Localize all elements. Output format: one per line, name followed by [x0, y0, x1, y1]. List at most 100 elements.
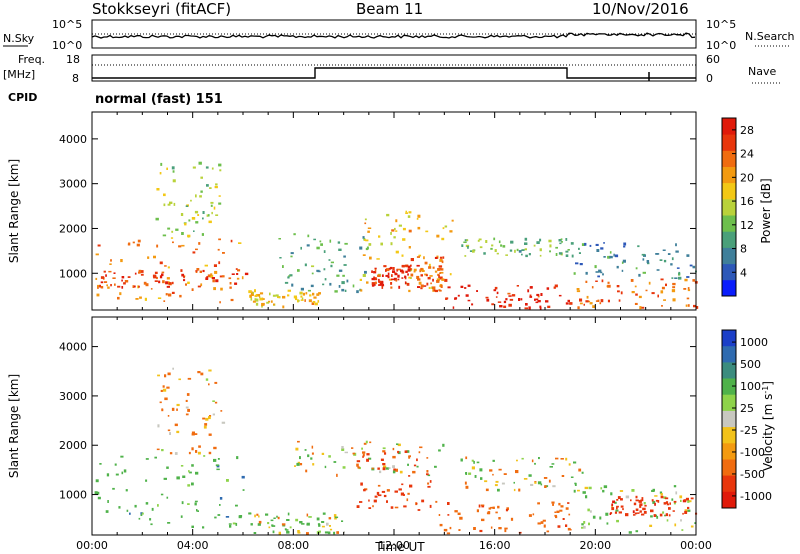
data-cell — [191, 525, 194, 528]
data-cell — [97, 496, 101, 500]
data-cell — [477, 239, 480, 242]
data-cell — [632, 510, 635, 514]
data-cell — [200, 283, 203, 287]
data-cell — [680, 499, 682, 502]
data-cell — [190, 199, 192, 202]
y-tick-label: 3000 — [59, 390, 87, 403]
data-cell — [543, 524, 546, 528]
data-cell — [583, 303, 585, 306]
data-cell — [334, 516, 337, 520]
data-cell — [505, 298, 508, 301]
data-cell — [539, 306, 542, 310]
data-cell — [124, 280, 129, 283]
data-cell — [638, 295, 642, 299]
data-cell — [267, 522, 270, 525]
data-cell — [539, 248, 542, 252]
data-cell — [527, 289, 530, 293]
freq-tick-high: 18 — [66, 53, 80, 66]
data-cell — [187, 281, 190, 284]
colorbar-swatch — [722, 394, 736, 412]
data-cell — [668, 514, 671, 517]
colorbar-frame — [721, 117, 737, 297]
data-cell — [408, 289, 411, 293]
data-cell — [228, 277, 232, 280]
data-cell — [561, 241, 563, 243]
data-cell — [635, 499, 639, 502]
data-cell — [607, 299, 610, 303]
data-cell — [406, 450, 410, 453]
data-cell — [218, 202, 222, 205]
data-cell — [164, 374, 167, 378]
data-cell — [675, 243, 677, 247]
data-cell — [671, 289, 676, 293]
data-cell — [504, 529, 507, 533]
data-cell — [635, 495, 638, 499]
data-cell — [300, 291, 303, 294]
data-cell — [230, 239, 233, 243]
data-cell — [107, 500, 109, 503]
colorbar-swatch — [722, 346, 736, 363]
data-cell — [356, 460, 361, 463]
data-cell — [408, 246, 411, 249]
data-cell — [436, 234, 440, 238]
data-cell — [559, 509, 563, 512]
data-cell — [313, 296, 317, 299]
data-cell — [630, 499, 632, 502]
data-cell — [393, 277, 397, 281]
data-cell — [427, 474, 431, 477]
data-cell — [666, 503, 670, 506]
data-cell — [557, 525, 561, 528]
data-cell — [386, 500, 388, 503]
data-cell — [392, 270, 396, 273]
data-cell — [417, 509, 421, 511]
data-cell — [660, 278, 664, 281]
data-cell — [416, 458, 418, 462]
data-cell — [424, 261, 428, 265]
data-cell — [320, 243, 323, 246]
data-cell — [198, 445, 201, 448]
data-cell — [659, 513, 663, 517]
data-cell — [380, 458, 384, 461]
data-cell — [382, 450, 386, 453]
data-cell — [194, 433, 198, 435]
data-cell — [692, 265, 696, 269]
colorbar-tick-label: -1000 — [740, 490, 772, 503]
data-cell — [162, 388, 167, 392]
data-cell — [195, 248, 198, 251]
data-cell — [509, 298, 514, 301]
data-cell — [258, 515, 260, 518]
data-cell — [569, 529, 572, 531]
data-cell — [135, 298, 139, 300]
data-cell — [625, 495, 630, 499]
data-cell — [323, 250, 326, 253]
data-cell — [237, 269, 241, 272]
data-cell — [546, 530, 550, 533]
data-cell — [257, 523, 261, 526]
data-cell — [154, 456, 157, 459]
data-cell — [185, 205, 189, 207]
data-cell — [191, 288, 194, 291]
colorbar-tick-label: 1000 — [740, 336, 768, 349]
data-cell — [638, 500, 642, 503]
data-cell — [186, 393, 190, 396]
data-cell — [635, 267, 638, 270]
data-cell — [408, 475, 411, 477]
data-cell — [287, 276, 290, 279]
data-cell — [460, 285, 464, 288]
data-cell — [171, 230, 174, 233]
colorbar-tick-label: 28 — [740, 124, 754, 137]
data-cell — [573, 461, 577, 464]
colorbar-swatch — [722, 182, 736, 200]
data-cell — [369, 441, 372, 444]
y-tick-label: 4000 — [59, 133, 87, 146]
data-cell — [299, 456, 301, 460]
data-cell — [429, 504, 432, 508]
data-cell — [220, 287, 223, 291]
data-cell — [381, 274, 384, 277]
data-cell — [316, 531, 319, 534]
data-cell — [156, 448, 160, 451]
data-cell — [409, 484, 413, 488]
data-cell — [374, 495, 378, 498]
data-cell — [259, 296, 261, 299]
data-cell — [565, 457, 568, 461]
